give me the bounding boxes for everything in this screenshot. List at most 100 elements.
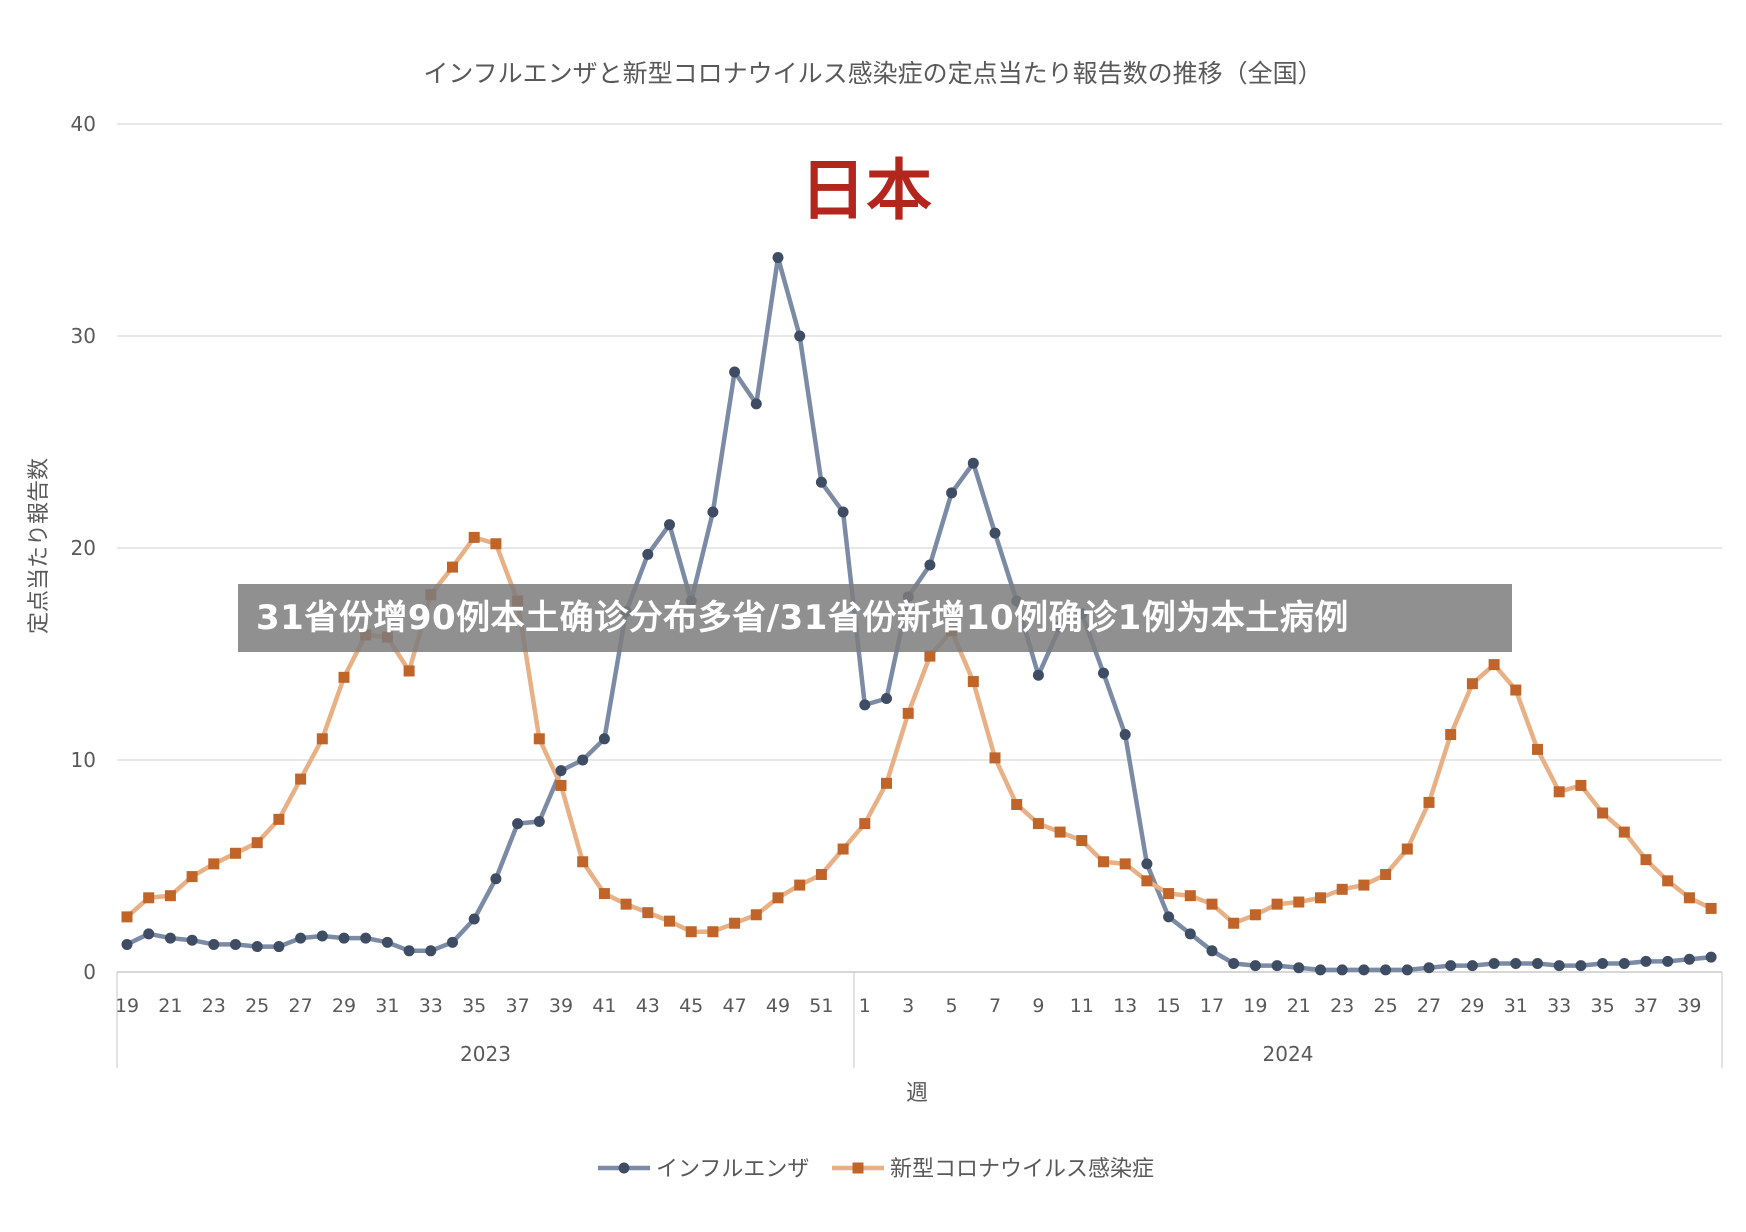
data-point-series-2	[1098, 856, 1109, 868]
data-point-series-1	[967, 457, 979, 469]
x-tick-label: 45	[679, 995, 703, 1017]
x-tick-label: 19	[1243, 995, 1267, 1017]
data-point-series-2	[598, 888, 610, 900]
data-point-series-1	[859, 699, 871, 711]
legend: インフルエンザ 新型コロナウイルス感染症	[598, 1157, 1154, 1182]
x-tick-label: 15	[1157, 995, 1181, 1017]
x-tick-label: 27	[289, 995, 313, 1017]
y-tick-label: 30	[71, 324, 96, 348]
data-point-series-1	[186, 934, 198, 946]
data-point-series-2	[1380, 868, 1392, 880]
data-point-series-1	[815, 476, 827, 488]
data-point-series-2	[1076, 835, 1088, 847]
x-tick-label: 5	[946, 995, 958, 1017]
x-tick-label: 19	[115, 995, 139, 1017]
data-point-series-2	[316, 733, 328, 745]
x-tick-label: 23	[202, 995, 226, 1017]
data-point-series-2	[403, 665, 415, 677]
data-point-series-2	[1618, 826, 1630, 838]
data-point-series-2	[338, 671, 350, 683]
data-point-series-1	[772, 252, 784, 264]
data-point-series-1	[316, 930, 328, 942]
data-point-series-2	[186, 871, 198, 883]
data-point-series-2	[1683, 892, 1695, 904]
legend-label: 新型コロナウイルス感染症	[890, 1157, 1154, 1182]
data-point-series-2	[1705, 902, 1717, 914]
data-point-series-1	[577, 754, 589, 766]
data-point-series-1	[338, 932, 350, 944]
x-tick-label: 27	[1417, 995, 1441, 1017]
x-tick-label: 39	[1677, 995, 1701, 1017]
data-point-series-1	[1445, 960, 1457, 972]
data-point-series-1	[555, 765, 567, 777]
data-point-series-2	[1423, 796, 1435, 808]
series-layer	[121, 252, 1717, 976]
x-tick-label: 39	[549, 995, 573, 1017]
y-axis-ticks: 0 10 20 30 40	[71, 112, 96, 984]
data-point-series-1	[1163, 911, 1175, 923]
data-point-series-1	[490, 873, 502, 885]
legend-marker	[852, 1162, 864, 1174]
data-point-series-1	[360, 932, 372, 944]
data-point-series-1	[1141, 858, 1153, 870]
data-point-series-1	[447, 936, 458, 948]
data-point-series-2	[1640, 854, 1652, 866]
x-tick-label: 17	[1200, 995, 1224, 1017]
data-point-series-1	[1293, 962, 1305, 974]
data-point-series-2	[685, 926, 697, 938]
y-tick-label: 10	[71, 748, 96, 772]
data-point-series-2	[729, 917, 741, 929]
x-tick-label: 21	[158, 995, 182, 1017]
data-point-series-2	[1466, 678, 1478, 690]
data-point-series-2	[1315, 892, 1326, 904]
data-point-series-1	[273, 941, 285, 953]
news-headline-text: 31省份增90例本土确诊分布多省/31省份新增10例确诊1例为本土病例	[256, 598, 1349, 638]
data-point-series-2	[1293, 896, 1305, 908]
data-point-series-1	[1423, 962, 1435, 974]
data-point-series-2	[208, 858, 220, 870]
data-point-series-1	[1575, 960, 1587, 972]
x-tick-label: 25	[1374, 995, 1398, 1017]
x-tick-label: 51	[809, 995, 833, 1017]
data-point-series-2	[1445, 729, 1457, 741]
year-group-label: 2024	[1263, 1042, 1314, 1066]
x-tick-label: 37	[1634, 995, 1658, 1017]
y-axis-label: 定点当たり報告数	[27, 458, 52, 634]
data-point-series-2	[881, 777, 892, 789]
data-point-series-2	[794, 879, 806, 891]
data-point-series-1	[1401, 964, 1413, 976]
data-point-series-1	[143, 928, 155, 940]
data-point-series-1	[642, 548, 654, 560]
data-point-series-2	[967, 676, 979, 688]
x-tick-label: 25	[245, 995, 269, 1017]
data-point-series-1	[1032, 669, 1044, 681]
data-point-series-2	[1358, 879, 1370, 891]
data-point-series-2	[620, 898, 632, 910]
data-point-series-2	[750, 909, 762, 921]
data-point-series-2	[1271, 898, 1283, 910]
data-point-series-1	[533, 815, 545, 827]
data-point-series-2	[902, 707, 914, 719]
x-tick-label: 21	[1287, 995, 1311, 1017]
data-point-series-1	[1380, 964, 1392, 976]
x-tick-label: 35	[1591, 995, 1615, 1017]
data-point-series-1	[881, 693, 892, 705]
data-point-series-1	[837, 506, 849, 518]
gridlines	[117, 123, 1722, 973]
data-point-series-2	[230, 847, 241, 859]
data-point-series-2	[1575, 779, 1587, 791]
legend-label: インフルエンザ	[656, 1157, 809, 1182]
data-point-series-2	[642, 907, 654, 919]
data-point-series-1	[794, 330, 806, 342]
x-tick-label: 43	[636, 995, 660, 1017]
x-tick-label: 31	[1504, 995, 1528, 1017]
data-point-series-2	[772, 892, 784, 904]
data-point-series-1	[707, 506, 719, 518]
data-point-series-2	[924, 650, 936, 662]
data-point-series-2	[1119, 858, 1131, 870]
data-point-series-1	[1466, 960, 1478, 972]
x-tick-label: 29	[332, 995, 356, 1017]
data-point-series-2	[164, 890, 176, 902]
data-point-series-2	[1597, 807, 1609, 819]
